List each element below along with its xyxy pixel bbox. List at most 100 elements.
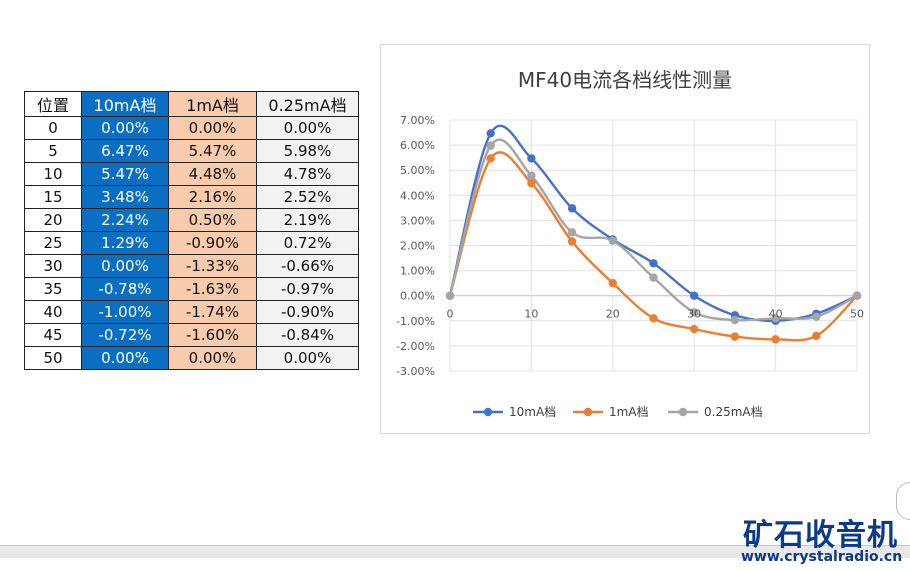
- data-point: [690, 291, 699, 300]
- x-tick-label: 50: [850, 308, 864, 321]
- legend-marker: [583, 407, 593, 417]
- y-tick-label: -3.00%: [396, 365, 435, 378]
- cell-025ma: 5.98%: [256, 139, 359, 163]
- header-10ma: 10mA档: [81, 91, 169, 117]
- table-header-row: 位置 10mA档 1mA档 0.25mA档: [24, 91, 359, 117]
- data-point: [567, 228, 577, 237]
- table-row: 50 0.00% 0.00% 0.00%: [24, 346, 359, 370]
- cell-10ma: -0.78%: [81, 277, 169, 301]
- cell-1ma: -1.60%: [168, 323, 257, 347]
- cell-025ma: -0.66%: [256, 254, 359, 278]
- line-chart: MF40电流各档线性测量 -3.00% -2.00% -1.00% 0.00% 1.00…: [396, 68, 864, 419]
- cell-position: 25: [24, 231, 82, 255]
- cell-position: 0: [24, 116, 82, 140]
- table-row: 20 2.24% 0.50% 2.19%: [24, 208, 359, 232]
- y-tick-label: -2.00%: [396, 340, 435, 353]
- watermark-title: 矿石收音机: [743, 518, 898, 553]
- data-point: [527, 179, 536, 188]
- cell-position: 5: [24, 139, 82, 163]
- data-point: [527, 154, 536, 163]
- header-025ma: 0.25mA档: [256, 91, 359, 117]
- cell-1ma: 0.00%: [168, 346, 257, 370]
- data-point: [527, 171, 536, 180]
- data-point: [608, 278, 617, 288]
- cell-position: 45: [24, 323, 82, 347]
- cell-025ma: 2.19%: [256, 208, 359, 232]
- data-point: [486, 129, 495, 138]
- series-line-2: [448, 138, 858, 322]
- cell-1ma: -1.33%: [168, 254, 257, 278]
- data-point: [730, 332, 740, 341]
- cell-1ma: 0.00%: [168, 116, 257, 140]
- x-tick-label: 10: [524, 308, 538, 321]
- table-row: 40 -1.00% -1.74% -0.90%: [24, 300, 359, 324]
- y-tick-label: 7.00%: [400, 114, 435, 127]
- cell-1ma: 0.50%: [168, 208, 257, 232]
- watermark-url: www.crystalradio.cn: [741, 549, 903, 565]
- legend-label: 0.25mA档: [704, 405, 763, 419]
- cell-1ma: -0.90%: [168, 231, 257, 255]
- cell-position: 15: [24, 185, 82, 209]
- bottom-scroll-bar: [0, 545, 910, 558]
- cell-025ma: 0.00%: [256, 346, 359, 370]
- cell-position: 50: [24, 346, 82, 370]
- table-row: 0 0.00% 0.00% 0.00%: [24, 116, 359, 140]
- data-point: [486, 141, 495, 150]
- table-row: 5 6.47% 5.47% 5.98%: [24, 139, 359, 163]
- data-point: [649, 314, 658, 323]
- y-tick-label: 5.00%: [400, 164, 435, 177]
- cell-10ma: 0.00%: [81, 116, 169, 140]
- cell-position: 35: [24, 277, 82, 301]
- data-point: [771, 335, 780, 344]
- x-tick-label: 0: [447, 308, 454, 321]
- header-1ma: 1mA档: [168, 91, 257, 117]
- cell-10ma: 3.48%: [81, 185, 169, 209]
- table-row: 45 -0.72% -1.60% -0.84%: [24, 323, 359, 347]
- data-table: 位置 10mA档 1mA档 0.25mA档 0 0.00% 0.00% 0.00% 5 6…: [24, 91, 359, 370]
- data-point: [730, 315, 740, 325]
- cell-position: 40: [24, 300, 82, 324]
- table-row: 25 1.29% -0.90% 0.72%: [24, 231, 359, 255]
- y-tick-label: 2.00%: [400, 240, 435, 253]
- cell-025ma: -0.84%: [256, 323, 359, 347]
- data-point: [812, 331, 821, 341]
- cell-025ma: -0.97%: [256, 277, 359, 301]
- chart-area: MF40电流各档线性测量 -3.00% -2.00% -1.00% 0.00% 1.00…: [380, 44, 870, 434]
- x-tick-label: 30: [687, 308, 701, 321]
- data-point: [445, 291, 455, 300]
- cell-10ma: 2.24%: [81, 208, 169, 232]
- cell-025ma: -0.90%: [256, 300, 359, 324]
- data-point: [649, 273, 658, 282]
- cell-10ma: 5.47%: [81, 162, 169, 186]
- x-tick-label: 20: [606, 308, 620, 321]
- chart-title: MF40电流各档线性测量: [518, 68, 732, 92]
- cell-position: 30: [24, 254, 82, 278]
- data-point: [567, 237, 577, 246]
- cell-025ma: 0.00%: [256, 116, 359, 140]
- legend-label: 10mA档: [509, 405, 556, 419]
- data-point: [852, 291, 862, 300]
- cell-1ma: -1.74%: [168, 300, 257, 324]
- cell-10ma: 0.00%: [81, 254, 169, 278]
- legend-marker: [483, 407, 493, 417]
- cell-1ma: 2.16%: [168, 185, 257, 209]
- y-tick-label: -1.00%: [396, 315, 435, 328]
- header-position: 位置: [24, 91, 82, 117]
- data-point: [690, 308, 699, 317]
- table-row: 30 0.00% -1.33% -0.66%: [24, 254, 359, 278]
- cell-025ma: 0.72%: [256, 231, 359, 255]
- data-point: [608, 236, 617, 245]
- x-tick-label: 40: [769, 308, 783, 321]
- y-tick-label: 1.00%: [400, 265, 435, 278]
- table-row: 15 3.48% 2.16% 2.52%: [24, 185, 359, 209]
- data-point: [771, 314, 780, 323]
- y-tick-label: 4.00%: [400, 189, 435, 202]
- cell-position: 10: [24, 162, 82, 186]
- y-tick-label: 0.00%: [400, 290, 435, 303]
- cell-10ma: -0.72%: [81, 323, 169, 347]
- data-point: [690, 324, 699, 334]
- y-tick-label: 3.00%: [400, 214, 435, 227]
- cell-10ma: -1.00%: [81, 300, 169, 324]
- cell-position: 20: [24, 208, 82, 232]
- cell-1ma: 5.47%: [168, 139, 257, 163]
